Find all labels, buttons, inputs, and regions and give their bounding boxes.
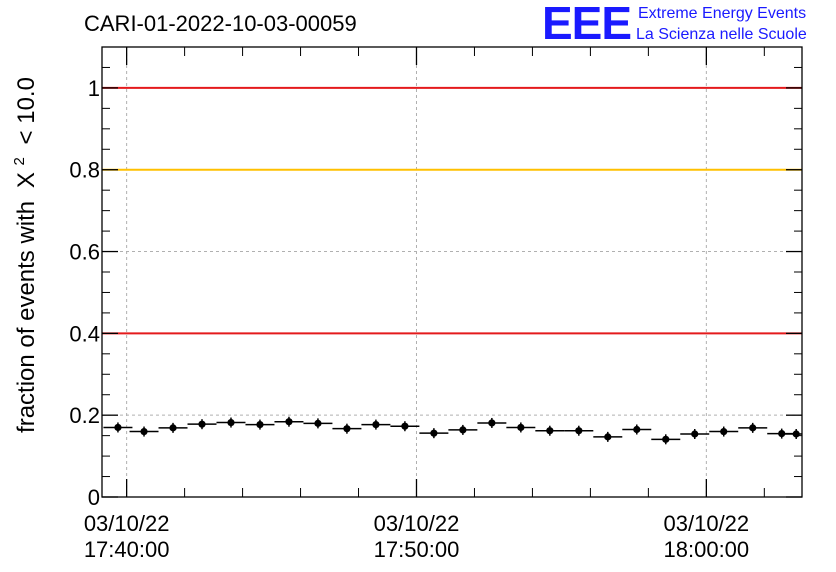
data-point-marker <box>198 420 206 428</box>
data-point-marker <box>575 427 583 435</box>
data-point <box>651 434 681 445</box>
data-point-marker <box>430 429 438 437</box>
data-point <box>564 425 594 436</box>
data-point-marker <box>343 425 351 433</box>
data-point <box>158 422 188 433</box>
data-point-marker <box>792 430 800 438</box>
y-tick-label: 0.2 <box>69 403 100 428</box>
y-tick-label: 1 <box>88 76 100 101</box>
data-point-marker <box>314 419 322 427</box>
x-tick-label-time: 17:40:00 <box>84 537 170 562</box>
chart-title: CARI-01-2022-10-03-00059 <box>84 11 357 36</box>
eee-logo-mark: EEE <box>542 0 631 49</box>
y-axis-label-tail: < 10.0 <box>13 77 40 144</box>
data-point <box>361 419 391 430</box>
data-point-marker <box>114 423 122 432</box>
y-axis-label-chi: X <box>13 172 40 188</box>
data-point <box>187 419 217 430</box>
data-point <box>332 423 362 434</box>
data-point-marker <box>140 427 148 436</box>
y-axis-label-sup: 2 <box>11 157 28 165</box>
data-point <box>738 422 768 433</box>
x-tick-label-time: 18:00:00 <box>664 537 750 562</box>
y-tick-label: 0.6 <box>69 240 100 265</box>
data-point <box>448 424 478 435</box>
data-point <box>216 417 246 428</box>
data-point <box>622 424 652 435</box>
data-point <box>593 431 623 442</box>
x-tick-label-date: 03/10/22 <box>664 511 750 536</box>
x-tick-label-date: 03/10/22 <box>374 511 460 536</box>
data-point-marker <box>720 427 728 436</box>
data-point-marker <box>749 424 757 432</box>
data-point-marker <box>517 423 525 432</box>
axes <box>101 46 803 498</box>
data-point <box>303 418 333 429</box>
y-axis-label-main: fraction of events with <box>13 201 40 433</box>
data-point <box>274 416 304 427</box>
tick-labels: 00.20.40.60.8103/10/2217:40:0003/10/2217… <box>69 76 749 562</box>
data-point <box>506 422 536 433</box>
data-point-marker <box>227 418 235 427</box>
data-point <box>419 428 449 439</box>
data-point-marker <box>285 418 293 426</box>
y-tick-label: 0.4 <box>69 321 100 346</box>
eee-logo: EEE Extreme Energy Events La Scienza nel… <box>542 0 807 49</box>
data-point-marker <box>459 426 467 434</box>
data-point <box>781 429 802 439</box>
data-point-marker <box>372 420 380 429</box>
data-point-marker <box>691 430 699 438</box>
y-tick-label: 0 <box>88 485 100 510</box>
eee-logo-line1: Extreme Energy Events <box>638 5 806 22</box>
data-point-marker <box>633 425 641 434</box>
x-tick-label-date: 03/10/22 <box>84 511 170 536</box>
data-point-marker <box>488 419 496 427</box>
y-axis-label: fraction of events with X 2 < 10.0 <box>3 77 40 433</box>
data-point-marker <box>401 422 409 430</box>
eee-logo-line2: La Scienza nelle Scuole <box>636 26 807 43</box>
reference-lines <box>102 86 802 335</box>
data-point <box>245 419 275 430</box>
data-point-marker <box>546 427 554 435</box>
data-point-marker <box>604 433 612 441</box>
data-point <box>477 417 507 428</box>
x-tick-label-time: 17:50:00 <box>374 537 460 562</box>
data-points <box>103 416 802 445</box>
y-tick-label: 0.8 <box>69 158 100 183</box>
data-point-marker <box>662 435 670 443</box>
data-point <box>103 422 133 433</box>
data-point <box>390 421 420 432</box>
data-point <box>709 426 739 437</box>
data-point <box>129 426 159 437</box>
data-point <box>535 425 565 436</box>
data-point-marker <box>256 420 264 429</box>
data-point <box>680 429 710 439</box>
data-point-marker <box>169 424 177 432</box>
